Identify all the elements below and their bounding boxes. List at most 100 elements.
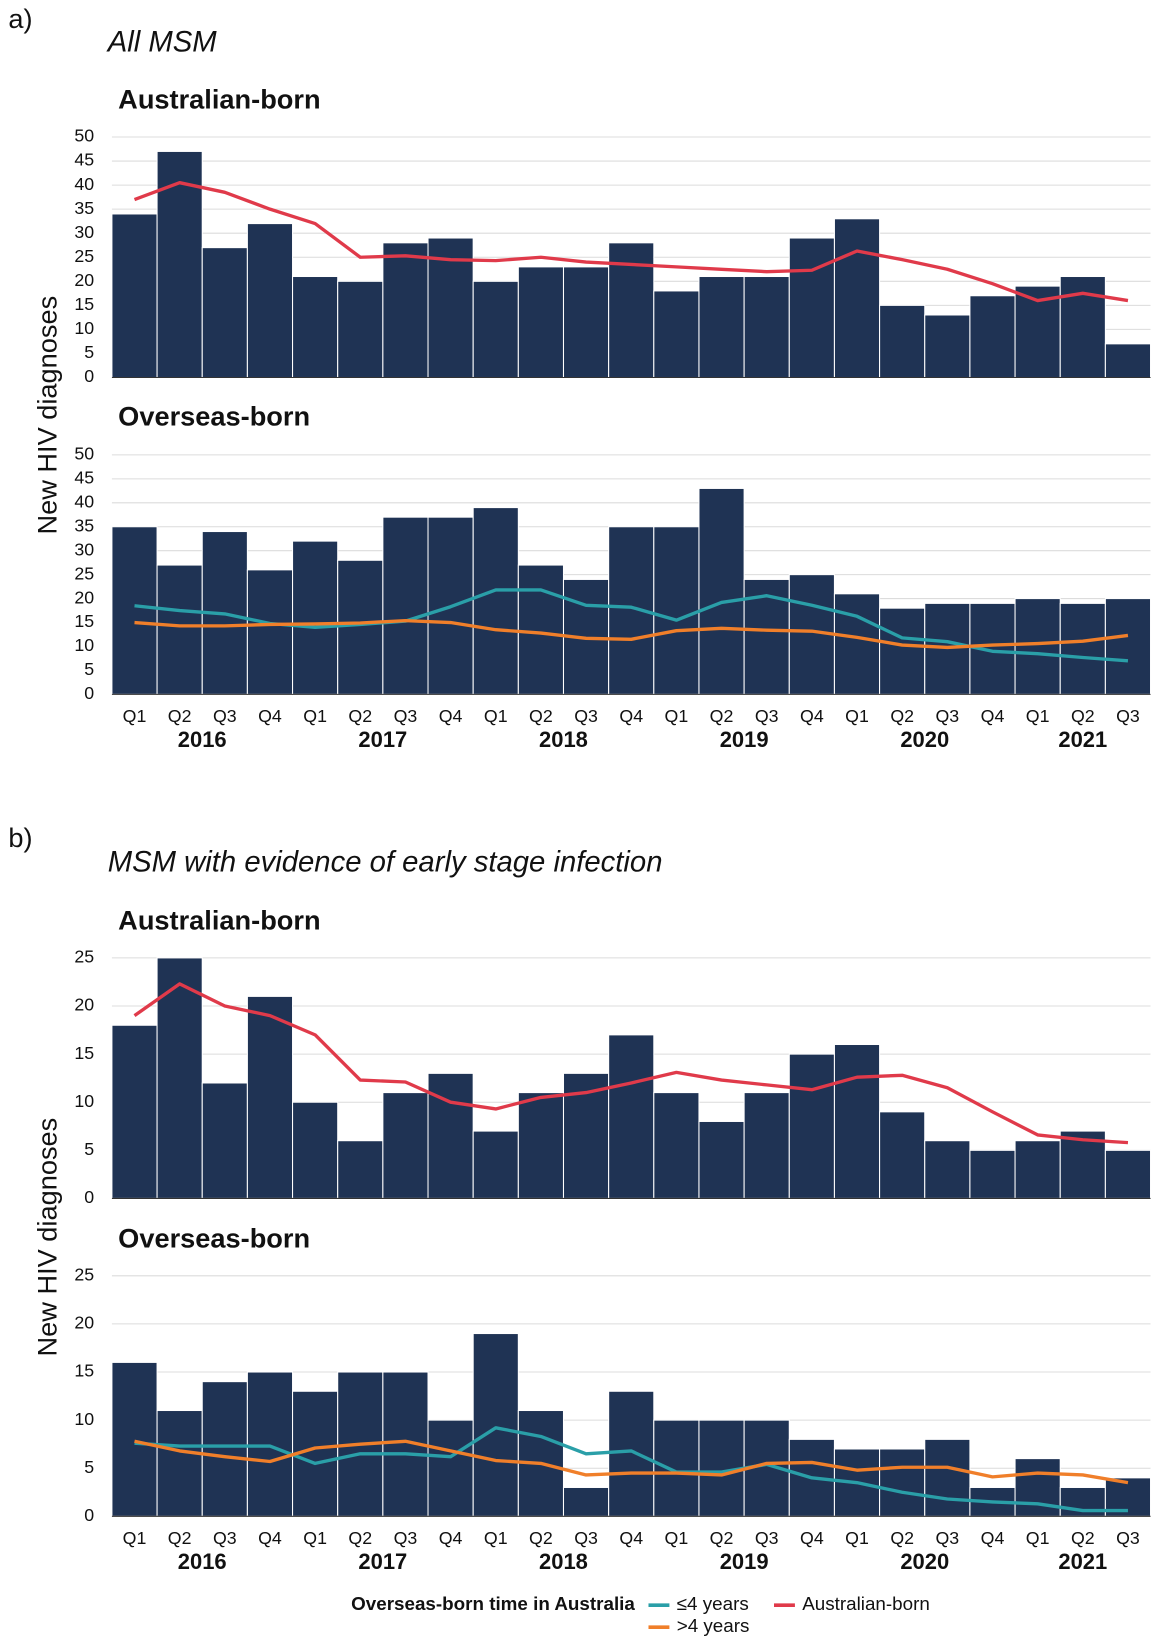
y-tick-label: 15 [74,1043,94,1063]
bar [111,213,158,379]
x-group-label: 2016 [178,727,227,752]
bar [1059,275,1106,379]
y-tick-label: 35 [74,198,94,218]
x-tick-label: Q4 [800,1528,824,1548]
x-tick-label: Q1 [845,1528,869,1548]
x-tick-label: Q2 [890,1528,914,1548]
x-tick-label: Q4 [619,1528,643,1548]
y-tick-label: 40 [74,491,94,511]
x-tick-label: Q3 [755,1528,779,1548]
x-tick-label: Q1 [665,1528,689,1548]
bar [924,314,971,379]
bar [788,1053,835,1199]
bar [292,1101,339,1199]
bar [201,247,248,379]
bar [382,516,429,695]
x-group-label: 2021 [1058,727,1107,752]
line-series [133,982,1129,1145]
bar [743,1092,790,1199]
bar [1014,598,1061,695]
bar [924,1438,971,1517]
bar [246,569,294,695]
panel-label: a) [8,3,32,34]
x-tick-label: Q1 [123,1528,147,1548]
bar [833,218,881,379]
x-group-label: 2020 [900,727,949,752]
legend-label: ≤4 years [677,1593,749,1614]
x-tick-label: Q3 [574,1528,598,1548]
bar [111,1361,158,1517]
x-group-label: 2020 [900,1549,949,1574]
bar [608,1390,655,1517]
x-tick-label: Q4 [800,706,824,726]
x-group-label: 2021 [1058,1549,1107,1574]
y-tick-label: 20 [74,587,94,607]
bar [156,957,203,1199]
legend-label: Australian-born [802,1593,930,1614]
bar [562,1486,610,1517]
y-tick-label: 0 [84,683,94,703]
bar [698,1120,745,1199]
bar [1104,598,1152,695]
y-tick-label: 10 [74,635,94,655]
bar [246,223,294,379]
bar [201,1082,248,1199]
bar [653,1419,700,1517]
bar [1059,602,1106,695]
panel-label: b) [8,822,32,853]
bar [1104,1149,1152,1199]
chart-title: Australian-born [118,84,320,115]
bar [156,564,203,695]
y-tick-label: 50 [74,444,94,464]
bar [292,540,339,695]
y-tick-label: 0 [84,1187,94,1207]
bar [382,242,429,379]
legend-title: Overseas-born time in Australia [351,1593,635,1614]
bar [472,280,519,379]
bar [653,290,700,379]
x-tick-label: Q2 [710,706,734,726]
y-tick-label: 25 [74,563,94,583]
bar [743,275,790,379]
x-tick-label: Q1 [303,1528,327,1548]
bar [698,487,745,695]
bar [924,1140,971,1199]
bar [517,266,565,379]
chart-title: Overseas-born [118,400,310,431]
x-tick-label: Q1 [303,706,327,726]
y-tick-label: 50 [74,126,94,146]
chart-title: Overseas-born [118,1222,310,1253]
y-tick-label: 5 [84,1139,94,1159]
x-tick-label: Q3 [394,1528,418,1548]
x-tick-label: Q2 [890,706,914,726]
bar [653,526,700,695]
line-series [134,588,1129,663]
x-tick-label: Q3 [935,1528,959,1548]
y-tick-label: 45 [74,150,94,170]
x-tick-label: Q3 [935,706,959,726]
bar [879,1448,926,1517]
bar [879,1111,926,1199]
bar [427,1072,474,1199]
bar [156,1409,203,1517]
bar [427,1419,474,1517]
panel-title: MSM with evidence of early stage infecti… [108,846,663,879]
bar [1014,1140,1061,1199]
line-series [133,181,1129,303]
bar [337,559,384,695]
y-tick-label: 45 [74,468,94,488]
x-tick-label: Q2 [529,706,553,726]
bar [111,1024,158,1199]
x-tick-label: Q2 [168,706,192,726]
bar [879,304,926,379]
bar [833,593,881,695]
x-tick-label: Q3 [755,706,779,726]
y-axis-label: New HIV diagnoses [31,1118,62,1357]
x-group-label: 2019 [720,1549,769,1574]
y-tick-label: 5 [84,342,94,362]
x-tick-label: Q2 [348,706,372,726]
y-tick-label: 25 [74,1264,94,1284]
y-tick-label: 30 [74,539,94,559]
bar [292,275,339,379]
x-group-label: 2017 [358,1549,407,1574]
